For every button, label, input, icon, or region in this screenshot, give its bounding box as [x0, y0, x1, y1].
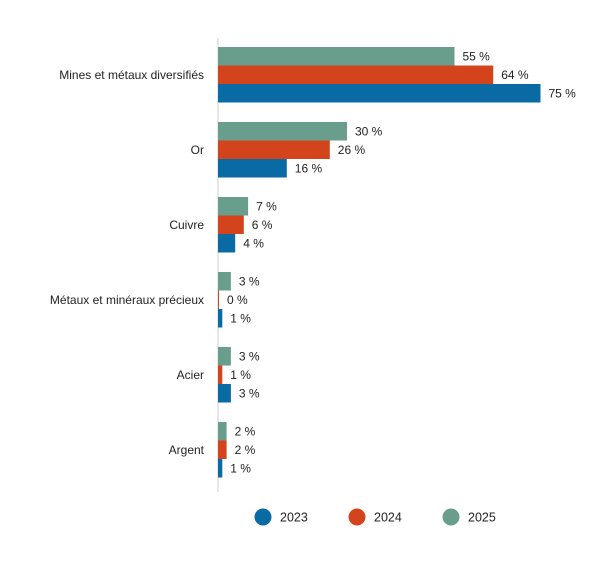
bar-2025 [218, 272, 231, 291]
bar-2023 [218, 84, 541, 103]
data-label: 2 % [235, 443, 256, 457]
bar-2023 [218, 384, 231, 403]
legend-marker-2025 [442, 508, 460, 526]
category-label: Argent [169, 443, 205, 457]
data-label: 6 % [252, 218, 273, 232]
bar-2023 [218, 309, 223, 328]
category-label: Métaux et minéraux précieux [50, 293, 204, 307]
bar-2025 [218, 122, 347, 141]
data-label: 16 % [295, 161, 323, 175]
legend-label-2023: 2023 [280, 511, 308, 525]
bar-2025 [218, 347, 231, 366]
bar-2024 [218, 365, 223, 384]
category-label: Or [191, 143, 204, 157]
data-label: 55 % [463, 49, 491, 63]
data-label: 7 % [256, 199, 277, 213]
bar-2024 [218, 215, 244, 234]
data-label: 64 % [501, 68, 529, 82]
data-label: 30 % [355, 124, 383, 138]
category-label: Cuivre [169, 218, 204, 232]
data-label: 1 % [230, 368, 251, 382]
bar-2025 [218, 422, 227, 441]
legend-label-2025: 2025 [468, 511, 496, 525]
bar-2025 [218, 47, 455, 66]
bar-2025 [218, 197, 249, 216]
legend-marker-2024 [348, 508, 366, 526]
bar-2023 [218, 159, 287, 178]
data-label: 4 % [243, 236, 264, 250]
bar-2024 [218, 290, 219, 309]
data-label: 1 % [230, 311, 251, 325]
bar-2024 [218, 440, 227, 459]
data-label: 3 % [239, 349, 260, 363]
category-label: Acier [177, 368, 204, 382]
bar-2024 [218, 65, 494, 84]
bar-2023 [218, 459, 223, 478]
data-label: 75 % [549, 86, 577, 100]
category-label: Mines et métaux diversifiés [59, 68, 204, 82]
data-label: 26 % [338, 143, 366, 157]
data-label: 3 % [239, 386, 260, 400]
bar-2024 [218, 140, 330, 159]
data-label: 0 % [227, 293, 248, 307]
data-label: 1 % [230, 461, 251, 475]
bar-2023 [218, 234, 236, 253]
data-label: 2 % [235, 424, 256, 438]
legend-label-2024: 2024 [374, 511, 402, 525]
data-label: 3 % [239, 274, 260, 288]
legend-marker-2023 [254, 508, 272, 526]
